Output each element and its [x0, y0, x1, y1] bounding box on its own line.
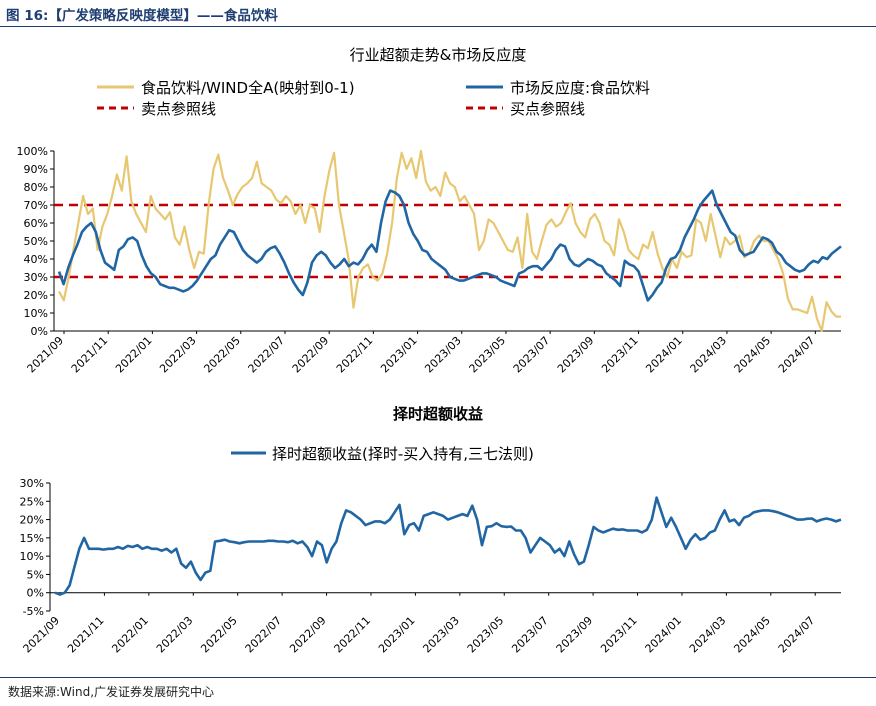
- series-market-reaction-line: [57, 189, 842, 302]
- x-tick-label: 2022/05: [201, 334, 243, 376]
- x-tick-label: 2024/01: [643, 614, 685, 656]
- x-tick-label: 2024/03: [688, 334, 730, 376]
- chart-title: 行业超额走势&市场反应度: [350, 46, 527, 64]
- x-tick-label: 2024/05: [732, 334, 774, 376]
- x-tick-label: 2022/07: [243, 614, 285, 656]
- chart-title: 择时超额收益: [393, 405, 483, 423]
- y-tick-label: 10%: [20, 550, 44, 563]
- x-tick-label: 2022/07: [246, 334, 288, 376]
- y-tick-label: 10%: [24, 307, 48, 320]
- x-tick-label: 2021/09: [25, 334, 67, 376]
- x-tick-label: 2023/05: [467, 334, 509, 376]
- y-tick-label: 0%: [27, 587, 44, 600]
- x-tick-label: 2022/09: [287, 614, 329, 656]
- x-tick-label: 2024/05: [731, 614, 773, 656]
- y-tick-label: 90%: [24, 163, 48, 176]
- x-tick-label: 2023/01: [376, 614, 418, 656]
- x-tick-label: 2022/05: [198, 614, 240, 656]
- legend-label: 卖点参照线: [141, 100, 216, 118]
- x-tick-label: 2021/09: [21, 614, 63, 656]
- y-tick-label: 30%: [20, 477, 44, 490]
- x-tick-label: 2021/11: [65, 614, 107, 656]
- x-tick-label: 2023/03: [422, 334, 464, 376]
- x-tick-label: 2024/07: [776, 334, 818, 376]
- y-tick-label: 30%: [24, 271, 48, 284]
- x-tick-label: 2021/11: [69, 334, 111, 376]
- y-tick-label: 15%: [20, 532, 44, 545]
- x-tick-label: 2023/01: [378, 334, 420, 376]
- source-note: 数据来源:Wind,广发证券发展研究中心: [8, 685, 215, 699]
- x-tick-label: 2022/03: [154, 614, 196, 656]
- x-tick-label: 2022/01: [113, 334, 155, 376]
- figure-title: 图 16:【广发策略反映度模型】——食品饮料: [6, 8, 278, 24]
- x-tick-label: 2022/11: [332, 614, 374, 656]
- y-tick-label: 50%: [24, 235, 48, 248]
- x-tick-label: 2024/07: [776, 614, 818, 656]
- x-tick-label: 2023/03: [420, 614, 462, 656]
- legend-label: 择时超额收益(择时-买入持有,三七法则): [272, 445, 534, 463]
- legend-label: 食品饮料/WIND全A(映射到0-1): [141, 79, 355, 97]
- y-tick-label: 20%: [24, 289, 48, 302]
- x-tick-label: 2022/11: [334, 334, 376, 376]
- y-tick-label: 25%: [20, 495, 44, 508]
- series-timing-excess-line: [54, 496, 842, 596]
- x-tick-label: 2022/03: [157, 334, 199, 376]
- y-tick-label: 40%: [24, 253, 48, 266]
- y-tick-label: 5%: [27, 568, 44, 581]
- legend-label: 市场反应度:食品饮料: [510, 79, 650, 97]
- x-tick-label: 2022/09: [290, 334, 332, 376]
- y-tick-label: 70%: [24, 199, 48, 212]
- y-tick-label: 60%: [24, 217, 48, 230]
- x-tick-label: 2023/09: [555, 334, 597, 376]
- series-sector-relative-line: [58, 149, 841, 333]
- x-tick-label: 2024/03: [687, 614, 729, 656]
- x-tick-label: 2023/11: [598, 614, 640, 656]
- x-tick-label: 2022/01: [109, 614, 151, 656]
- footer-rule: [0, 677, 876, 678]
- y-tick-label: -5%: [23, 605, 44, 618]
- header-rule: [0, 26, 876, 27]
- x-tick-label: 2023/11: [599, 334, 641, 376]
- x-tick-label: 2023/09: [554, 614, 596, 656]
- y-tick-label: 0%: [31, 325, 48, 338]
- y-tick-label: 100%: [17, 145, 48, 158]
- x-tick-label: 2023/05: [465, 614, 507, 656]
- y-tick-label: 80%: [24, 181, 48, 194]
- y-tick-label: 20%: [20, 514, 44, 527]
- x-tick-label: 2023/07: [511, 334, 553, 376]
- x-tick-label: 2024/01: [643, 334, 685, 376]
- x-tick-label: 2023/07: [509, 614, 551, 656]
- legend-label: 买点参照线: [510, 100, 585, 118]
